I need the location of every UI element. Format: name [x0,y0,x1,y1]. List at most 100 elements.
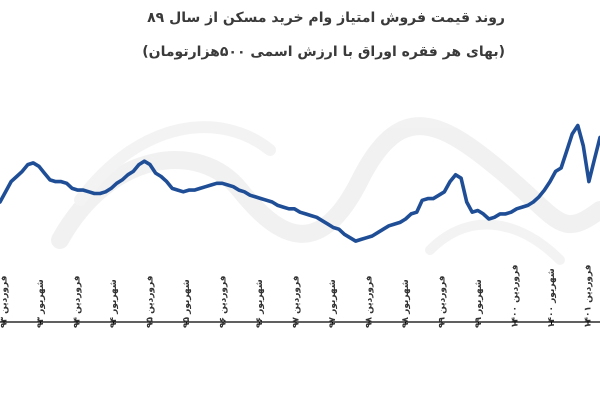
data-point [521,206,523,208]
data-point [205,186,207,188]
data-point [305,213,307,215]
x-tick-label: شهریور ۱۴۰۰ [547,268,557,328]
data-point [177,189,179,191]
data-point [138,164,140,166]
data-point [149,164,151,166]
data-point [266,199,268,201]
data-point [471,211,473,213]
data-point [88,191,90,193]
data-point [288,208,290,210]
x-axis [0,321,600,325]
data-point [532,201,534,203]
series-layer [0,123,600,243]
data-point [410,213,412,215]
data-point [243,191,245,193]
data-point [93,192,95,195]
data-point [466,201,468,203]
data-point [349,237,351,239]
data-point [493,216,495,218]
data-point [555,170,557,172]
x-tick-label: فروردین ۹۵ [146,275,156,328]
data-point [455,174,457,176]
data-point [71,187,73,189]
x-tick-labels: فروردین ۹۳ شهریور ۹۳ فروردین ۹۴ شهریور ۹۴ فر… [0,264,594,328]
data-point [338,228,340,230]
data-point [355,240,357,242]
data-point [438,194,440,196]
data-point [443,191,445,193]
data-point [510,211,512,213]
data-point [193,189,195,191]
data-point [105,191,107,193]
data-point [332,226,334,229]
data-point [143,160,145,162]
data-point [77,189,79,191]
data-point [188,189,190,191]
data-point [32,162,34,164]
data-point [49,179,51,181]
x-tick-label: شهریور ۹۵ [182,279,192,328]
data-point [121,179,123,181]
x-tick-label: شهریور ۹۹ [474,279,484,328]
data-point [393,223,395,225]
data-point [399,221,401,223]
data-point [588,181,590,183]
data-point [343,233,345,235]
data-point [155,172,157,174]
x-tick-label: شهریور ۹۸ [401,279,411,328]
data-point [477,209,479,212]
data-point [360,238,362,240]
data-point [488,218,490,220]
data-point [577,124,579,127]
data-point [582,145,584,147]
data-point [66,182,68,184]
data-point [260,198,262,200]
data-point [571,133,573,135]
data-point [82,189,84,191]
data-point [505,213,507,215]
x-tick-label: شهریور ۹۴ [109,279,119,328]
x-tick-label: فروردین ۹۴ [73,275,83,328]
data-point [166,181,168,183]
chart-subtitle: (بهای هر فقره اوراق با ارزش اسمی ۵۰۰هزار… [142,44,505,60]
data-point [221,182,223,184]
data-point [282,206,284,208]
data-point [255,196,257,198]
data-point [116,182,118,184]
data-point [327,223,329,225]
data-point [499,213,501,215]
data-point [432,198,434,200]
data-point [527,204,529,206]
x-tick-label: فروردین ۱۴۰۰ [511,264,521,328]
x-tick-label: شهریور ۹۶ [255,279,265,328]
data-point [0,201,1,203]
chart-title: روند قیمت فروش امتیاز وام خرید مسکن از س… [147,10,505,26]
data-point [377,232,379,234]
x-tick-label: شهریور ۹۷ [328,279,338,328]
data-point [271,201,273,203]
data-point [460,177,462,179]
x-tick-label: فروردین ۹۳ [0,275,10,328]
data-point [216,182,218,184]
x-tick-label: فروردین ۹۸ [365,275,375,328]
data-point [293,208,295,210]
data-point [43,172,46,174]
data-point [171,187,173,189]
data-point [238,189,240,191]
data-point [27,164,29,166]
data-point [427,198,429,200]
data-point [160,175,162,178]
data-point [549,181,551,183]
data-point [10,181,12,183]
data-point [416,211,418,213]
data-point [405,218,407,220]
data-point [566,150,568,152]
data-point [277,204,279,206]
data-point [249,194,251,196]
data-point [538,196,540,198]
data-point [38,165,40,167]
data-point [449,181,451,183]
data-point [516,208,518,210]
x-tick-label: شهریور ۹۳ [36,279,46,328]
